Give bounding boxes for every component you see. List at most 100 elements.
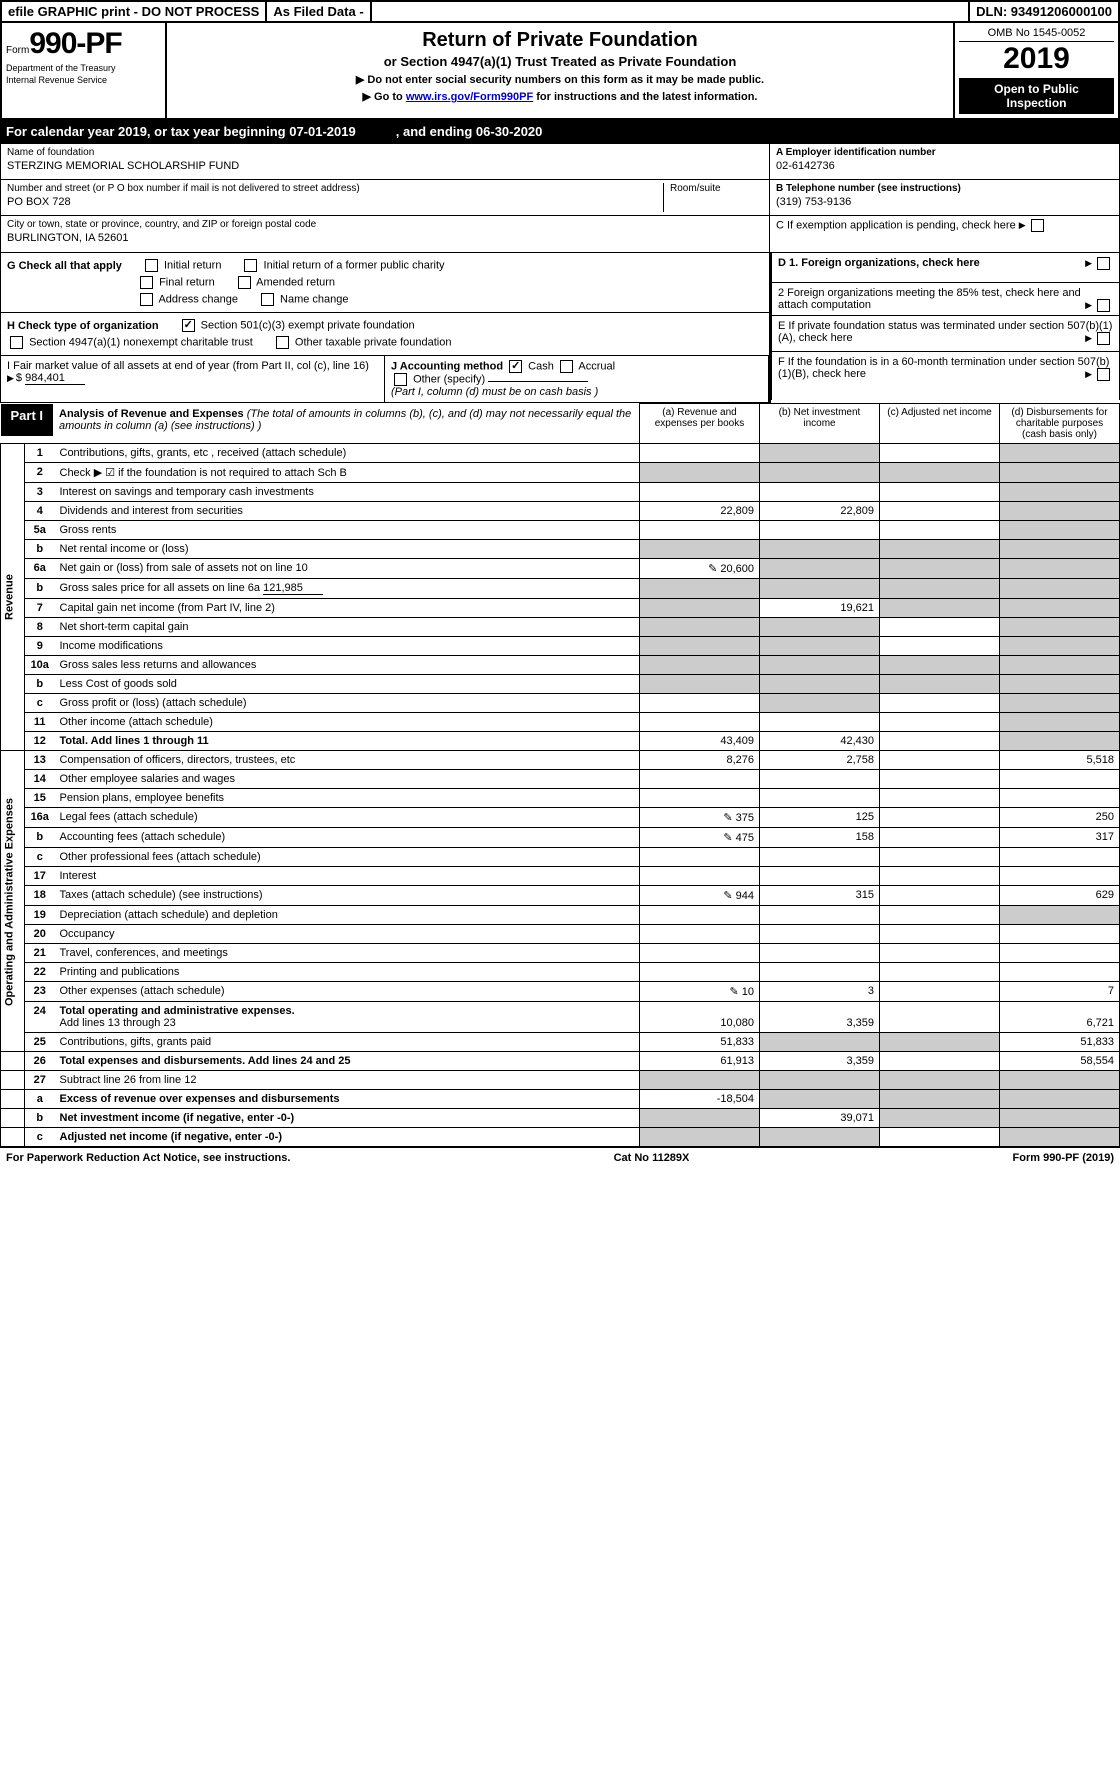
f-checkbox[interactable] xyxy=(1097,368,1110,381)
d2-checkbox[interactable] xyxy=(1097,299,1110,312)
section-ij: I Fair market value of all assets at end… xyxy=(0,356,770,403)
other-method-checkbox[interactable] xyxy=(394,373,407,386)
i-label: I Fair market value of all assets at end… xyxy=(7,360,369,372)
top-bar: efile GRAPHIC print - DO NOT PROCESS As … xyxy=(0,0,1120,23)
table-row: 26Total expenses and disbursements. Add … xyxy=(1,1052,1120,1071)
h-label: H Check type of organization xyxy=(7,320,159,332)
col-d-header: (d) Disbursements for charitable purpose… xyxy=(1000,404,1120,444)
phone-label: B Telephone number (see instructions) xyxy=(776,183,961,194)
foundation-name-label: Name of foundation xyxy=(7,147,763,158)
table-row: 7Capital gain net income (from Part IV, … xyxy=(1,599,1120,618)
col-c-header: (c) Adjusted net income xyxy=(880,404,1000,444)
dln: DLN: 93491206000100 xyxy=(970,2,1118,21)
table-row: 18Taxes (attach schedule) (see instructi… xyxy=(1,886,1120,906)
j-note: (Part I, column (d) must be on cash basi… xyxy=(391,386,598,398)
table-row: cOther professional fees (attach schedul… xyxy=(1,848,1120,867)
revenue-label: Revenue xyxy=(1,444,25,751)
address-change-checkbox[interactable] xyxy=(140,293,153,306)
page-footer: For Paperwork Reduction Act Notice, see … xyxy=(0,1147,1120,1168)
ein-value: 02-6142736 xyxy=(776,160,1113,172)
part1-label: Part I xyxy=(1,404,54,436)
e-checkbox[interactable] xyxy=(1097,332,1110,345)
table-row: 10aGross sales less returns and allowanc… xyxy=(1,656,1120,675)
e-label: E If private foundation status was termi… xyxy=(778,320,1112,344)
table-row: 16aLegal fees (attach schedule)✎ 3751252… xyxy=(1,808,1120,828)
efile-notice: efile GRAPHIC print - DO NOT PROCESS xyxy=(2,2,267,21)
table-row: bGross sales price for all assets on lin… xyxy=(1,579,1120,599)
col-a-header: (a) Revenue and expenses per books xyxy=(640,404,760,444)
table-row: 17Interest xyxy=(1,867,1120,886)
f-label: F If the foundation is in a 60-month ter… xyxy=(778,356,1109,380)
cal-year-end: , and ending 06-30-2020 xyxy=(396,124,543,139)
ein-label: A Employer identification number xyxy=(776,147,936,158)
part1-table: Part I Analysis of Revenue and Expenses … xyxy=(0,403,1120,1147)
irs-link[interactable]: www.irs.gov/Form990PF xyxy=(406,91,533,103)
d1-checkbox[interactable] xyxy=(1097,257,1110,270)
table-row: 2Check ▶ ☑ if the foundation is not requ… xyxy=(1,463,1120,483)
expenses-label: Operating and Administrative Expenses xyxy=(1,751,25,1052)
accrual-checkbox[interactable] xyxy=(560,360,573,373)
table-row: bLess Cost of goods sold xyxy=(1,675,1120,694)
table-row: 11Other income (attach schedule) xyxy=(1,713,1120,732)
table-row: 6aNet gain or (loss) from sale of assets… xyxy=(1,559,1120,579)
footer-right: Form 990-PF (2019) xyxy=(1013,1152,1114,1164)
part1-title: Analysis of Revenue and Expenses xyxy=(59,408,244,420)
table-row: 25Contributions, gifts, grants paid51,83… xyxy=(1,1033,1120,1052)
table-row: 14Other employee salaries and wages xyxy=(1,770,1120,789)
table-row: bNet investment income (if negative, ent… xyxy=(1,1109,1120,1128)
section-g: G Check all that apply Initial return In… xyxy=(0,253,770,313)
table-row: 24Total operating and administrative exp… xyxy=(1,1002,1120,1033)
cal-year-begin: For calendar year 2019, or tax year begi… xyxy=(6,124,356,139)
table-row: 19Depreciation (attach schedule) and dep… xyxy=(1,906,1120,925)
footer-left: For Paperwork Reduction Act Notice, see … xyxy=(6,1152,290,1164)
g-label: G Check all that apply xyxy=(7,260,122,272)
table-row: 15Pension plans, employee benefits xyxy=(1,789,1120,808)
form-subtitle: or Section 4947(a)(1) Trust Treated as P… xyxy=(173,54,947,69)
exempt-pending-checkbox[interactable] xyxy=(1031,219,1044,232)
open-inspection: Open to Public Inspection xyxy=(959,78,1114,114)
foundation-name: STERZING MEMORIAL SCHOLARSHIP FUND xyxy=(7,160,763,172)
address-value: PO BOX 728 xyxy=(7,196,663,208)
omb-number: OMB No 1545-0052 xyxy=(959,27,1114,42)
table-row: 20Occupancy xyxy=(1,925,1120,944)
initial-former-checkbox[interactable] xyxy=(244,259,257,272)
table-row: aExcess of revenue over expenses and dis… xyxy=(1,1090,1120,1109)
j-label: J Accounting method xyxy=(391,360,503,372)
table-row: 4Dividends and interest from securities2… xyxy=(1,502,1120,521)
initial-return-checkbox[interactable] xyxy=(145,259,158,272)
form-header: Form990-PF Department of the Treasury In… xyxy=(0,23,1120,120)
d2-label: 2 Foreign organizations meeting the 85% … xyxy=(778,287,1081,311)
cash-checkbox[interactable] xyxy=(509,360,522,373)
d1-label: D 1. Foreign organizations, check here xyxy=(778,257,980,269)
as-filed: As Filed Data - xyxy=(267,2,371,21)
room-label: Room/suite xyxy=(670,183,763,194)
dept-line1: Department of the Treasury xyxy=(6,63,161,73)
table-row: 8Net short-term capital gain xyxy=(1,618,1120,637)
note-ssn: ▶ Do not enter social security numbers o… xyxy=(173,73,947,86)
final-return-checkbox[interactable] xyxy=(140,276,153,289)
table-row: bNet rental income or (loss) xyxy=(1,540,1120,559)
city-value: BURLINGTON, IA 52601 xyxy=(7,232,763,244)
4947-checkbox[interactable] xyxy=(10,336,23,349)
table-row: 22Printing and publications xyxy=(1,963,1120,982)
note-goto-pre: ▶ Go to xyxy=(363,91,406,103)
footer-mid: Cat No 11289X xyxy=(614,1152,690,1164)
table-row: cAdjusted net income (if negative, enter… xyxy=(1,1128,1120,1147)
form-title: Return of Private Foundation xyxy=(173,29,947,52)
tax-year: 2019 xyxy=(959,42,1114,76)
other-taxable-checkbox[interactable] xyxy=(276,336,289,349)
name-change-checkbox[interactable] xyxy=(261,293,274,306)
table-row: 3Interest on savings and temporary cash … xyxy=(1,483,1120,502)
amended-return-checkbox[interactable] xyxy=(238,276,251,289)
501c3-checkbox[interactable] xyxy=(182,319,195,332)
table-row: 27Subtract line 26 from line 12 xyxy=(1,1071,1120,1090)
entity-info: Name of foundation STERZING MEMORIAL SCH… xyxy=(0,143,1120,253)
phone-value: (319) 753-9136 xyxy=(776,196,1113,208)
table-row: 5aGross rents xyxy=(1,521,1120,540)
dept-line2: Internal Revenue Service xyxy=(6,75,161,85)
calendar-year-row: For calendar year 2019, or tax year begi… xyxy=(0,120,1120,143)
table-row: Operating and Administrative Expenses 13… xyxy=(1,751,1120,770)
i-value: 984,401 xyxy=(25,372,85,385)
table-row: 21Travel, conferences, and meetings xyxy=(1,944,1120,963)
table-row: Revenue 1Contributions, gifts, grants, e… xyxy=(1,444,1120,463)
